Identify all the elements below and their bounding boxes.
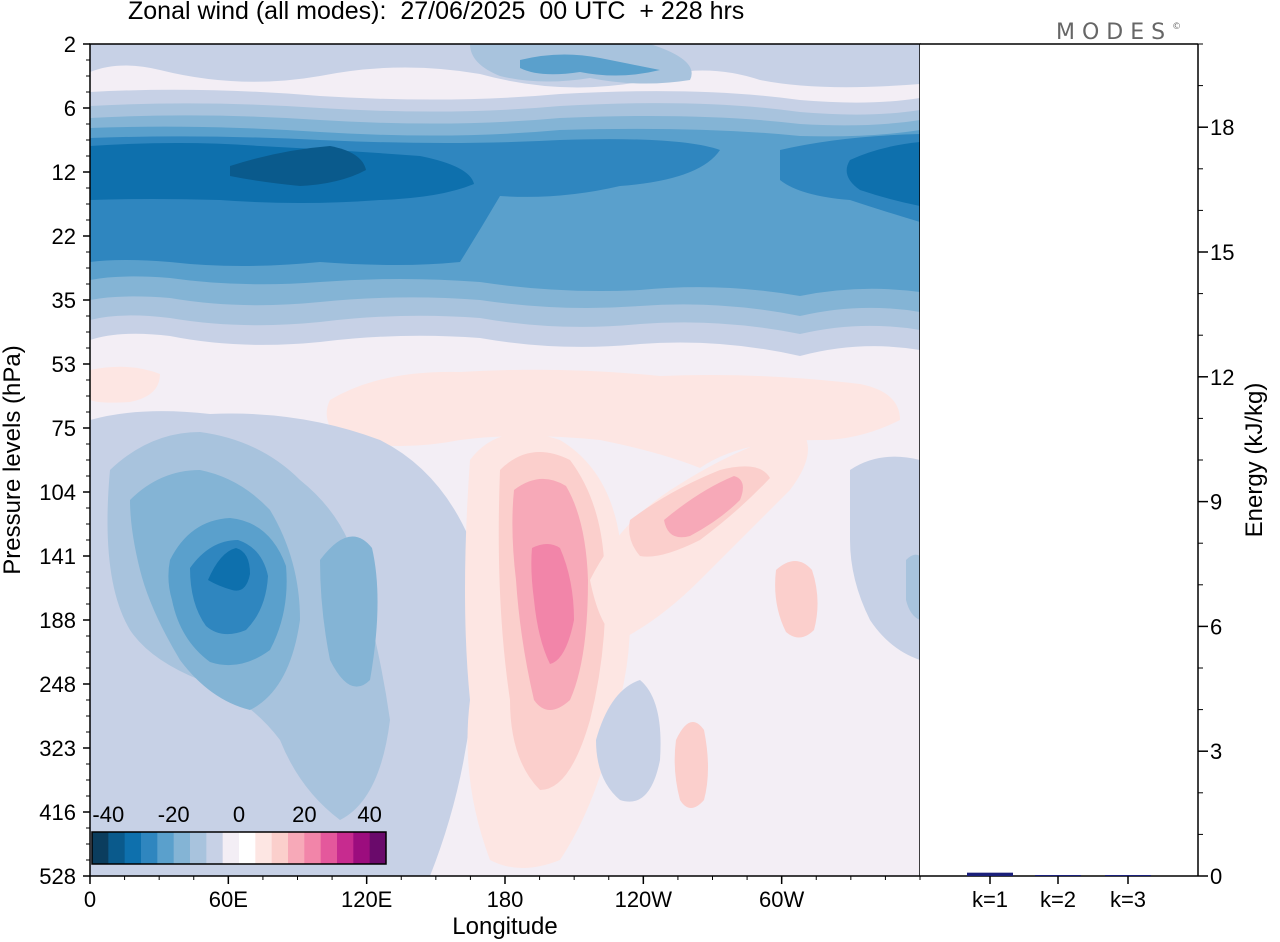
energy-tick-label: 12 (1210, 365, 1234, 390)
wind-section-heatmap (90, 44, 920, 876)
longitude-axis-title: Longitude (452, 913, 557, 940)
colorbar-swatch (304, 832, 322, 864)
longitude-tick-label: 60W (759, 887, 804, 912)
colorbar-swatch (157, 832, 175, 864)
pressure-tick-label: 2 (64, 32, 76, 57)
colorbar-swatch (206, 832, 224, 864)
contour-band-core (664, 476, 743, 538)
pressure-tick-label: 141 (39, 544, 76, 569)
energy-tick-label: 6 (1210, 614, 1222, 639)
contour-right-easterly (850, 456, 920, 660)
energy-axis: 0 3 6 9 12 15 18 (1198, 43, 1234, 889)
colorbar-swatch (353, 832, 371, 864)
longitude-tick-label: 0 (84, 887, 96, 912)
energy-category-label: k=3 (1110, 887, 1146, 912)
longitude-tick-label: 60E (209, 887, 248, 912)
energy-category-label: k=1 (972, 887, 1008, 912)
energy-bar (1105, 875, 1151, 876)
longitude-tick-label: 120W (615, 887, 673, 912)
contour-top-spot2 (520, 54, 660, 76)
energy-category-label: k=2 (1040, 887, 1076, 912)
pressure-tick-label: 75 (52, 416, 76, 441)
colorbar-swatch (337, 832, 354, 864)
colorbar-swatch (190, 832, 207, 864)
colorbar-swatch (239, 832, 256, 864)
energy-tick-label: 18 (1210, 115, 1234, 140)
pressure-tick-label: 104 (39, 480, 76, 505)
colorbar-swatch (173, 832, 191, 864)
energy-tick-label: 15 (1210, 240, 1234, 265)
logo-mark: © (1172, 22, 1182, 32)
energy-tick-label: 0 (1210, 864, 1222, 889)
colorbar-swatch (92, 832, 109, 864)
pressure-axis: 2 6 12 22 35 53 75 104 141 188 248 323 416 528 (39, 32, 90, 889)
pressure-tick-label: 188 (39, 608, 76, 633)
colorbar-swatch (271, 832, 289, 864)
contour-lower-easterly (596, 680, 661, 802)
energy-tick-label: 3 (1210, 739, 1222, 764)
pressure-axis-title: Pressure levels (hPa) (0, 345, 26, 574)
energy-panel-background (920, 44, 1198, 876)
longitude-tick-label: 120E (341, 887, 392, 912)
colorbar-tick-label: 0 (233, 802, 245, 827)
colorbar-tick-label: 40 (357, 802, 381, 827)
pressure-tick-label: 6 (64, 96, 76, 121)
contour-band-blob2 (674, 722, 708, 808)
pressure-tick-label: 416 (39, 800, 76, 825)
chart-title: Zonal wind (all modes): 27/06/2025 00 UT… (128, 0, 745, 25)
contour-westerly-core (531, 544, 574, 664)
contour-easterly-3b (320, 536, 378, 687)
colorbar-swatch (320, 832, 338, 864)
contour-easterly-core (208, 548, 250, 591)
colorbar-tick-label: 20 (292, 802, 316, 827)
pressure-tick-label: 53 (52, 352, 76, 377)
energy-bar (1035, 875, 1081, 876)
contour-weak-westerly-2 (90, 366, 160, 403)
contour-jet-6b (846, 142, 920, 206)
colorbar-tick-label: -40 (92, 802, 124, 827)
colorbar-swatch (141, 832, 158, 864)
pressure-tick-label: 12 (52, 160, 76, 185)
contour-right-easterly-2 (906, 554, 920, 620)
pressure-tick-label: 248 (39, 672, 76, 697)
colorbar-tick-label: -20 (158, 802, 190, 827)
contour-band-blob (775, 561, 818, 638)
contour-weak-westerly (326, 369, 901, 468)
pressure-tick-label: 22 (52, 224, 76, 249)
colorbar-frame (91, 831, 387, 865)
colorbar-swatch (108, 832, 126, 864)
energy-bar (967, 872, 1013, 876)
colorbar-swatch (288, 832, 305, 864)
pressure-tick-label: 35 (52, 288, 76, 313)
energy-tick-label: 9 (1210, 490, 1222, 515)
longitude-tick-label: 180 (487, 887, 524, 912)
modes-logo: MODES© (1056, 20, 1181, 45)
logo-text: MODES (1056, 20, 1173, 45)
contour-jet-core (230, 146, 366, 186)
pressure-tick-label: 323 (39, 736, 76, 761)
pressure-tick-label: 528 (39, 864, 76, 889)
longitude-axis: 0 60E 120E 180 120W 60W (84, 876, 921, 912)
colorbar-swatch (255, 832, 273, 864)
colorbar: -40 -20 0 20 40 (91, 802, 387, 865)
energy-bars: k=1 k=2 k=3 (967, 872, 1151, 912)
colorbar-swatch (222, 832, 240, 864)
energy-axis-title: Energy (kJ/kg) (1241, 383, 1268, 538)
colorbar-swatch (124, 832, 142, 864)
colorbar-swatch (369, 832, 387, 864)
